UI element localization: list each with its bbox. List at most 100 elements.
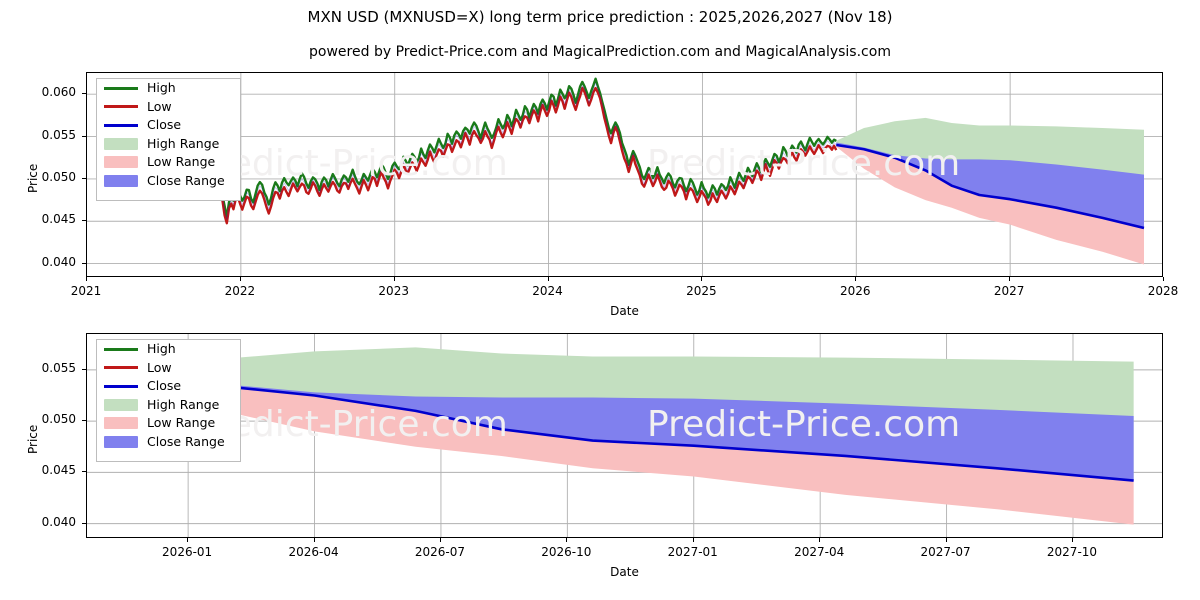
legend-item-close: Close	[97, 116, 240, 135]
top-x-axis-label: Date	[610, 304, 639, 318]
close-forecast-line	[836, 143, 1145, 230]
x-tick-mark	[692, 538, 694, 542]
x-tick-mark	[86, 277, 87, 281]
bottom-plot-area: Predict-Price.com Predict-Price.com	[86, 333, 1163, 538]
watermark: Predict-Price.com	[647, 404, 961, 446]
x-tick-label: 2027-01	[667, 545, 718, 559]
close-range-band	[836, 142, 1144, 229]
x-tick-mark	[1071, 538, 1073, 542]
legend-label: Low Range	[147, 415, 216, 430]
x-tick-mark	[945, 538, 947, 542]
legend-item-high: High	[97, 340, 240, 359]
x-tick-mark	[819, 538, 821, 542]
y-tick-label: 0.055	[41, 127, 76, 142]
y-tick-mark	[82, 420, 86, 422]
bottom-legend: High Low Close High Range Low Range Close Ran…	[96, 339, 241, 462]
y-tick-mark	[82, 93, 86, 95]
top-legend: High Low Close High Range Low Range Close Ran…	[96, 78, 241, 201]
legend-item-low-range: Low Range	[97, 153, 240, 172]
x-tick-label: 2021	[70, 284, 102, 298]
legend-line-swatch	[104, 347, 138, 351]
legend-label: Close	[147, 378, 182, 393]
y-tick-mark	[82, 471, 86, 473]
legend-label: Low	[147, 98, 172, 114]
x-tick-label: 2026-04	[288, 545, 339, 559]
x-tick-label: 2023	[378, 284, 409, 298]
legend-patch-swatch	[104, 417, 138, 430]
y-tick-label: 0.040	[41, 514, 76, 529]
legend-label: Close	[147, 117, 182, 132]
legend-line-swatch	[104, 105, 138, 109]
y-tick-mark	[82, 135, 86, 137]
legend-line-swatch	[104, 86, 138, 90]
x-tick-label: 2028	[1147, 284, 1179, 298]
x-tick-label: 2027	[993, 284, 1025, 298]
x-tick-label: 2025	[686, 284, 717, 298]
x-tick-label: 2026-01	[162, 545, 213, 559]
y-tick-label: 0.050	[41, 169, 76, 184]
legend-patch-swatch	[104, 398, 138, 411]
legend-patch-swatch	[104, 137, 138, 150]
legend-label: High Range	[147, 135, 220, 151]
y-tick-mark	[82, 368, 86, 370]
legend-label: Close Range	[147, 433, 225, 449]
x-tick-label: 2026-07	[414, 545, 465, 559]
legend-label: Low	[147, 359, 172, 375]
legend-item-close: Close	[97, 377, 240, 396]
y-tick-mark	[82, 262, 86, 264]
x-tick-mark	[439, 538, 441, 542]
legend-patch-swatch	[104, 156, 138, 169]
high-history-line	[221, 77, 837, 219]
legend-item-low: Low	[97, 98, 240, 117]
x-tick-mark	[855, 277, 857, 281]
low-range-band	[122, 380, 1134, 525]
top-chart-svg	[87, 73, 1162, 276]
watermark: Predict-Price.com	[194, 143, 508, 185]
watermark: Predict-Price.com	[647, 143, 961, 185]
x-tick-mark	[239, 277, 241, 281]
legend-patch-swatch	[104, 435, 138, 448]
x-tick-label: 2027-04	[794, 545, 845, 559]
legend-label: High Range	[147, 396, 220, 412]
x-tick-label: 2024	[532, 284, 563, 298]
x-tick-label: 2026	[840, 284, 871, 298]
close-forecast-line	[122, 378, 1134, 482]
x-tick-label: 2022	[224, 284, 256, 298]
y-tick-label: 0.060	[41, 85, 76, 100]
legend-label: High	[147, 341, 176, 356]
x-tick-mark	[1009, 277, 1011, 281]
x-tick-label: 2027-07	[920, 545, 971, 559]
page-title: MXN USD (MXNUSD=X) long term price predi…	[307, 8, 893, 26]
legend-item-high-range: High Range	[97, 396, 240, 415]
x-tick-mark	[547, 277, 549, 281]
legend-label: High	[147, 80, 176, 95]
legend-line-swatch	[104, 384, 138, 388]
legend-line-swatch	[104, 123, 138, 127]
x-tick-mark	[313, 538, 315, 542]
y-tick-label: 0.040	[41, 254, 76, 269]
legend-item-close-range: Close Range	[97, 433, 240, 452]
low-range-band	[836, 145, 1144, 265]
legend-patch-swatch	[104, 174, 138, 187]
x-tick-mark	[187, 538, 189, 542]
y-tick-mark	[82, 522, 86, 524]
legend-label: Low Range	[147, 154, 216, 169]
watermark: Predict-Price.com	[194, 404, 508, 446]
x-tick-mark	[566, 538, 568, 542]
y-tick-label: 0.045	[41, 212, 76, 227]
close-history-line	[221, 82, 837, 220]
x-tick-label: 2027-10	[1046, 545, 1098, 559]
y-tick-label: 0.050	[41, 412, 76, 427]
top-plot-area: Predict-Price.com Predict-Price.com	[86, 72, 1163, 277]
legend-line-swatch	[104, 366, 138, 370]
legend-item-low-range: Low Range	[97, 414, 240, 433]
legend-item-high-range: High Range	[97, 135, 240, 154]
legend-item-close-range: Close Range	[97, 172, 240, 191]
bottom-chart-svg	[87, 334, 1162, 537]
x-tick-label: 2026-10	[541, 545, 592, 559]
x-tick-mark	[1163, 277, 1164, 281]
page-subtitle: powered by Predict-Price.com and Magical…	[309, 44, 891, 60]
y-tick-mark	[82, 177, 86, 179]
y-tick-label: 0.055	[41, 360, 76, 375]
